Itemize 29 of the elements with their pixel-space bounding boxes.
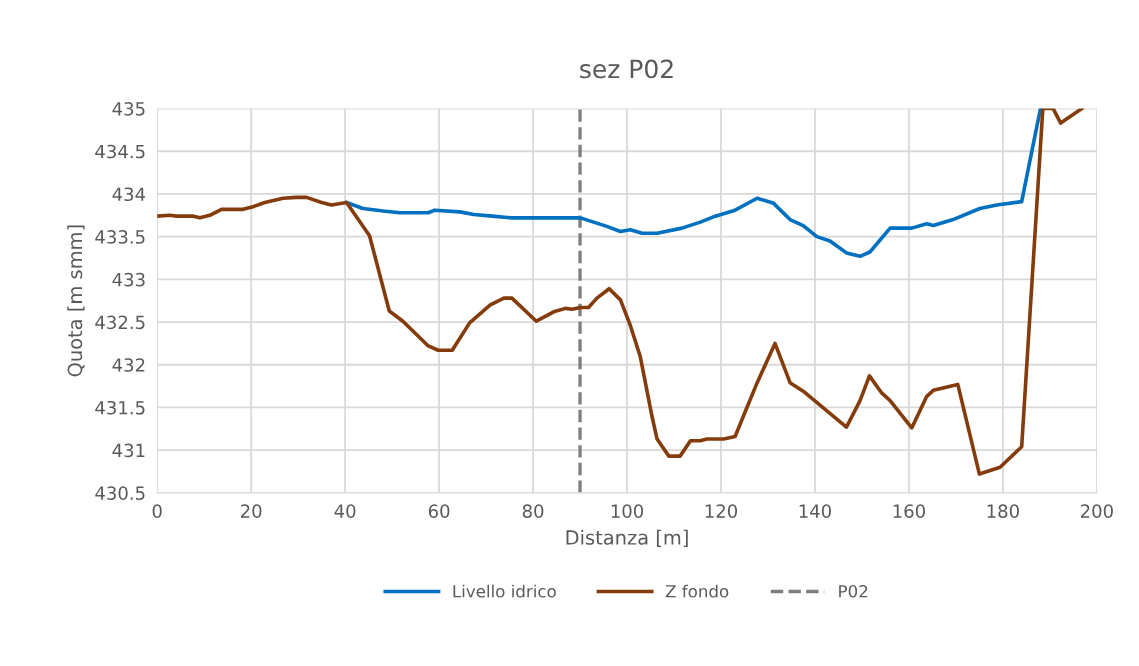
x-tick-label: 80 (522, 504, 544, 518)
x-tick-label: 40 (334, 504, 356, 518)
legend-label: P02 (839, 584, 868, 598)
x-tick-label: 0 (152, 504, 162, 518)
x-tick-label: 160 (893, 504, 925, 518)
legend-label: Livello idrico (453, 584, 556, 598)
x-axis-title: Distanza [m] (566, 529, 688, 548)
y-tick-label: 434 (112, 187, 146, 202)
x-tick-label: 60 (428, 504, 450, 518)
line-series (157, 108, 1084, 476)
y-tick-label: 432.5 (95, 315, 145, 330)
y-tick-label: 431.5 (95, 400, 145, 415)
y-tick-label: 431 (112, 443, 145, 458)
x-tick-label: 200 (1080, 504, 1113, 518)
y-tick-label: 435 (112, 102, 145, 116)
chart-title: sez P02 (580, 59, 673, 79)
legend-label: Z fondo (665, 584, 729, 598)
x-tick-label: 140 (799, 504, 831, 518)
x-tick-label: 100 (611, 504, 644, 518)
y-tick-label: 432 (112, 358, 145, 372)
y-axis-title: Quota [m smm] (67, 225, 85, 377)
y-tick-label: 433 (112, 272, 145, 287)
y-tick-label: 433.5 (95, 230, 145, 244)
line-series (344, 108, 1043, 259)
x-tick-label: 20 (240, 504, 262, 518)
y-tick-label: 430.5 (95, 486, 145, 500)
x-tick-label: 180 (987, 504, 1019, 518)
y-tick-label: 434.5 (95, 144, 145, 159)
x-tick-label: 120 (705, 504, 738, 518)
